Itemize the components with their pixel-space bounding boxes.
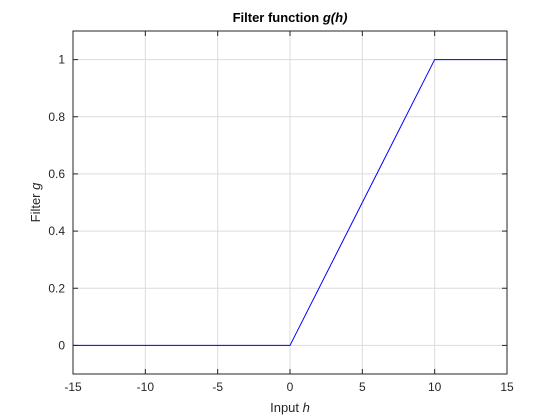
- x-tick-label: 5: [359, 380, 366, 394]
- y-axis-label-text: Filter: [28, 190, 43, 223]
- y-axis-label-italic: g: [28, 182, 43, 190]
- y-tick-label: 0.4: [48, 224, 65, 238]
- y-axis-label: Filter g: [28, 182, 43, 223]
- y-tick-label: 0: [58, 338, 65, 352]
- x-axis-label: Input h: [270, 400, 310, 415]
- chart-title-italic: g(h): [322, 10, 348, 25]
- chart-title: Filter function g(h): [233, 10, 348, 25]
- x-tick-label: -10: [137, 380, 155, 394]
- y-tick-label: 1: [58, 53, 65, 67]
- series-group: [73, 59, 507, 346]
- x-tick-label: 0: [287, 380, 294, 394]
- y-tick-label: 0.6: [48, 167, 65, 181]
- x-tick-label: 15: [500, 380, 514, 394]
- y-tick-label: 0.2: [48, 281, 65, 295]
- series-line: [73, 59, 507, 346]
- x-tick-label: -5: [212, 380, 223, 394]
- x-tick-label: 10: [428, 380, 442, 394]
- ticks: -15 -10 -5 0 5 10 15 0 0.2 0.4 0.6 0.8 1: [48, 31, 514, 394]
- chart-title-text: Filter function: [233, 10, 323, 25]
- x-tick-label: -15: [64, 380, 82, 394]
- x-axis-label-italic: h: [303, 400, 310, 415]
- y-tick-label: 0.8: [48, 110, 65, 124]
- x-axis-label-text: Input: [270, 400, 303, 415]
